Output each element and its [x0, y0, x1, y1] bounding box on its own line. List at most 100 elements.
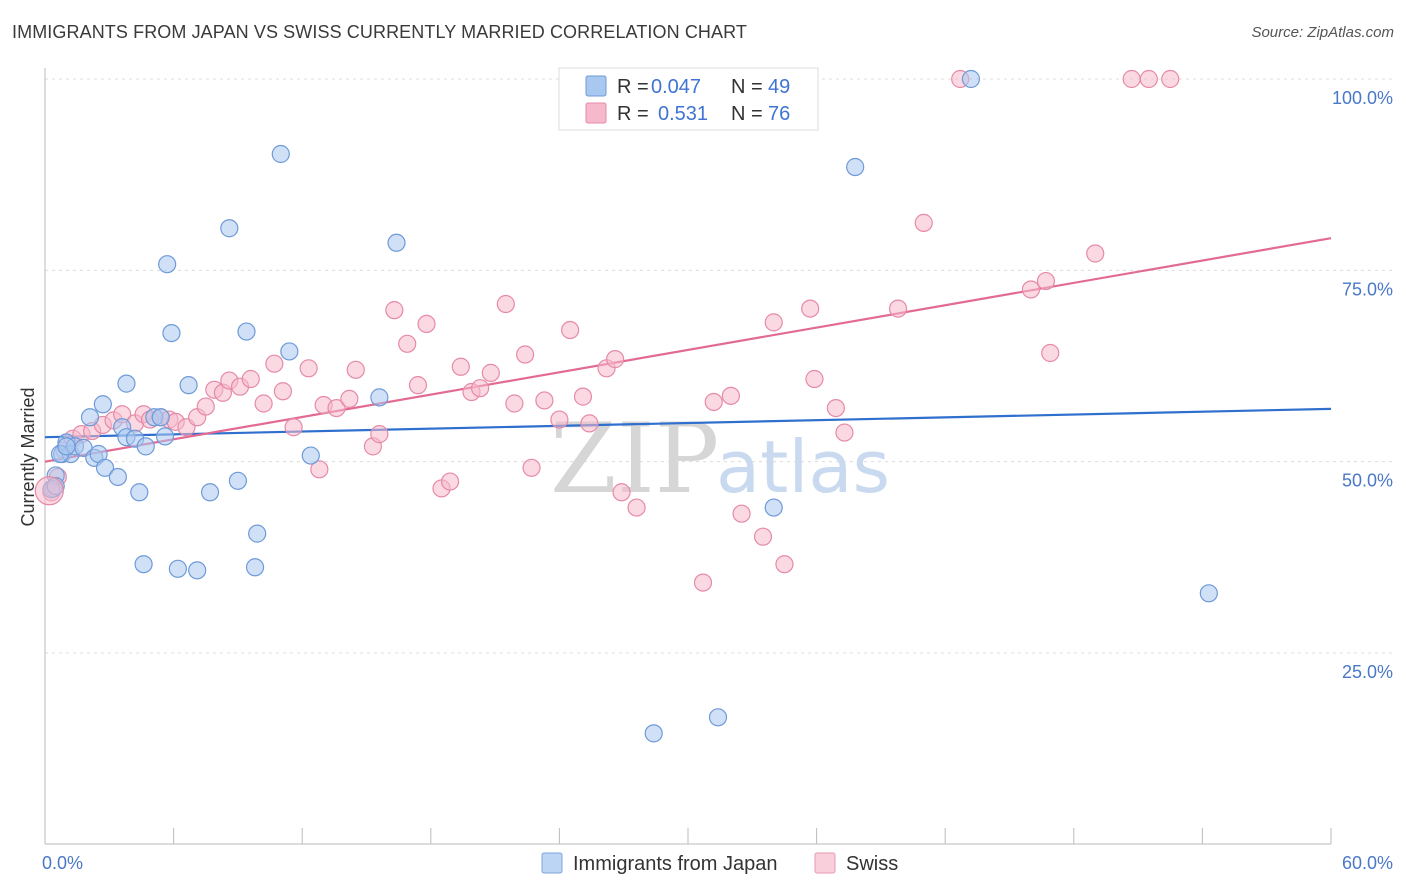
x-tick-label: 60.0% [1342, 853, 1393, 873]
point-swiss [496, 294, 515, 314]
legend-n-label-japan: N = [731, 76, 763, 98]
point-japan [1199, 584, 1218, 603]
point-japan [168, 559, 187, 578]
point-swiss [561, 320, 580, 340]
point-japan [280, 342, 299, 361]
y-tick-label: 75.0% [1342, 279, 1393, 299]
point-japan [57, 437, 76, 456]
point-swiss [440, 472, 460, 491]
point-swiss [398, 334, 417, 353]
point-swiss [627, 498, 646, 517]
point-japan [301, 446, 320, 465]
point-swiss [1041, 343, 1060, 363]
point-swiss [273, 382, 293, 401]
point-swiss [753, 527, 773, 546]
point-japan [387, 233, 406, 252]
point-swiss [573, 387, 593, 406]
point-japan [846, 157, 865, 177]
point-swiss [612, 483, 631, 502]
point-japan [248, 524, 267, 543]
point-swiss [1139, 69, 1158, 89]
x-tick-label: 0.0% [42, 853, 83, 873]
legend-n-value-japan: 49 [768, 76, 790, 98]
bottom-legend-swatch-japan [541, 852, 563, 874]
point-swiss [265, 354, 284, 373]
y-tick-labels: 25.0% 50.0% 75.0% 100.0% [1332, 88, 1393, 682]
point-swiss [835, 423, 854, 442]
point-swiss [196, 397, 215, 416]
point-swiss [704, 392, 723, 412]
point-swiss [888, 299, 908, 318]
point-swiss [606, 350, 625, 369]
chart-source: Source: ZipAtlas.com [1251, 24, 1394, 41]
point-swiss [826, 398, 845, 418]
point-japan [130, 483, 149, 502]
point-swiss [370, 425, 389, 444]
bottom-legend-label-japan: Immigrants from Japan [573, 853, 778, 875]
point-japan [93, 395, 112, 414]
point-japan [237, 322, 256, 341]
point-swiss [34, 476, 64, 506]
point-japan [151, 408, 170, 427]
point-swiss [1122, 69, 1141, 89]
watermark-zip: ZIP [550, 403, 719, 515]
point-swiss [340, 389, 359, 409]
point-swiss [693, 573, 713, 592]
point-japan [134, 555, 153, 574]
point-japan [117, 374, 136, 393]
point-swiss [721, 386, 740, 405]
point-japan [271, 144, 290, 164]
point-japan [155, 427, 175, 446]
point-swiss [801, 299, 820, 318]
trend-line-japan [44, 407, 1332, 439]
point-swiss [580, 414, 599, 433]
point-swiss [470, 379, 490, 398]
point-swiss [775, 555, 794, 574]
point-swiss [284, 418, 303, 437]
bottom-legend-swatch-swiss [814, 852, 836, 874]
point-japan [764, 498, 783, 517]
legend-r-label-japan: R = [617, 76, 649, 98]
point-swiss [241, 369, 260, 389]
point-japan [179, 376, 198, 395]
bottom-legend: Immigrants from Japan Swiss [541, 852, 898, 875]
point-swiss [1036, 271, 1056, 291]
y-tick-label: 50.0% [1342, 471, 1393, 491]
point-swiss [764, 313, 783, 332]
point-swiss [1086, 244, 1105, 263]
point-swiss [1161, 69, 1180, 89]
legend-swatch-japan [585, 75, 607, 97]
watermark-atlas: atlas [716, 425, 890, 509]
point-japan [708, 708, 728, 727]
legend-box: R = 0.047 N = 49 R = 0.531 N = 76 [558, 67, 819, 131]
point-japan [80, 408, 100, 427]
axes [44, 68, 1332, 845]
data-points [34, 69, 1218, 743]
point-swiss [1021, 280, 1041, 299]
point-swiss [732, 504, 751, 523]
legend-r-label-swiss: R = [617, 103, 649, 125]
point-swiss [327, 398, 346, 418]
point-swiss [310, 460, 329, 479]
point-japan [961, 69, 981, 89]
point-swiss [385, 301, 404, 320]
point-japan [228, 471, 247, 490]
point-japan [370, 388, 389, 407]
point-swiss [254, 394, 273, 413]
point-japan [245, 558, 265, 577]
point-swiss [550, 410, 569, 429]
point-japan [188, 561, 207, 580]
point-swiss [535, 391, 554, 410]
point-japan [136, 437, 155, 456]
bottom-legend-label-swiss: Swiss [846, 853, 898, 875]
y-tick-label: 25.0% [1342, 662, 1393, 682]
point-swiss [522, 458, 541, 477]
y-tick-label: 100.0% [1332, 88, 1393, 108]
point-swiss [481, 363, 500, 382]
point-swiss [914, 213, 933, 232]
trend-lines [44, 237, 1332, 463]
point-japan [108, 467, 127, 487]
point-japan [95, 458, 115, 477]
gridlines [45, 78, 1392, 654]
point-swiss [299, 359, 318, 378]
